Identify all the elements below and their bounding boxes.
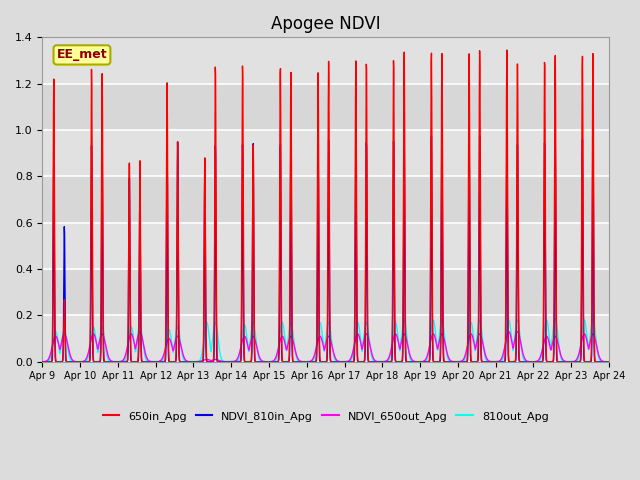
Bar: [42, 130, 609, 176]
Bar: [42, 176, 609, 223]
Text: EE_met: EE_met: [56, 48, 108, 61]
Bar: [42, 269, 609, 315]
Bar: [42, 223, 609, 269]
Bar: [42, 37, 609, 84]
Title: Apogee NDVI: Apogee NDVI: [271, 15, 380, 33]
Bar: [42, 84, 609, 130]
Bar: [42, 315, 609, 362]
Legend: 650in_Apg, NDVI_810in_Apg, NDVI_650out_Apg, 810out_Apg: 650in_Apg, NDVI_810in_Apg, NDVI_650out_A…: [99, 406, 553, 426]
